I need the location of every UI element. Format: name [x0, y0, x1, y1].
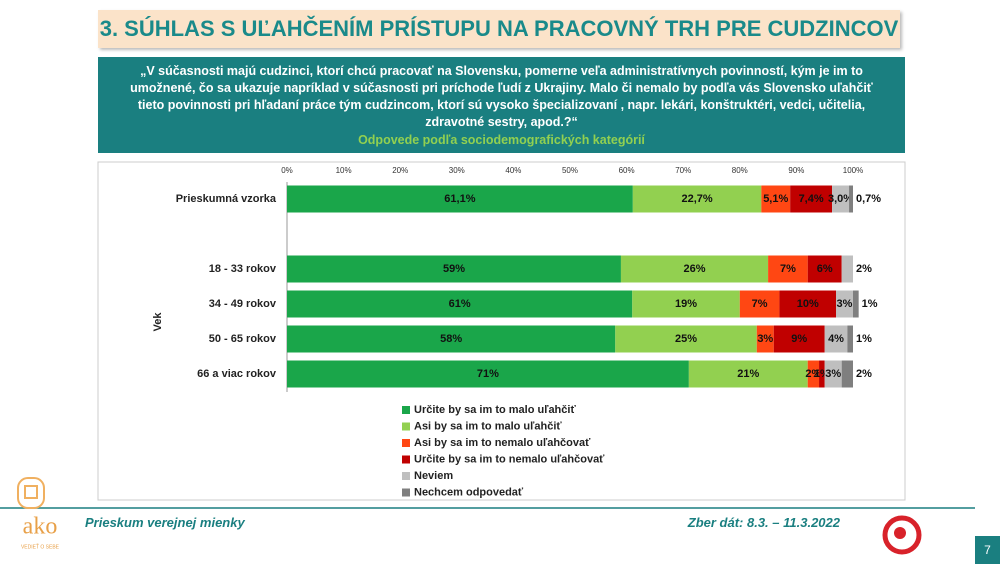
bar-segment [287, 290, 633, 318]
bar-segment [790, 185, 833, 213]
value-label: 2% [856, 368, 872, 380]
value-label: 7% [780, 263, 796, 275]
subtitle: Odpovede podľa sociodemografických kateg… [358, 133, 645, 147]
value-label: 6% [817, 263, 833, 275]
value-label: 1% [862, 298, 878, 310]
x-tick-label: 70% [675, 166, 691, 175]
bar-segment [836, 290, 853, 318]
bar-segment [832, 185, 850, 213]
group-label: Vek [152, 312, 164, 332]
value-label: 2% [805, 368, 821, 380]
bar-segment [847, 325, 853, 353]
value-label: 22,7% [681, 193, 712, 205]
value-label: 3% [837, 298, 853, 310]
footer-right: Zber dát: 8.3. – 11.3.2022 [687, 515, 840, 530]
x-tick-label: 40% [505, 166, 521, 175]
legend-swatch [402, 406, 410, 414]
bar-segment [756, 325, 774, 353]
value-label: 9% [791, 333, 807, 345]
bar-segment [824, 325, 848, 353]
bar-segment [688, 360, 808, 388]
value-label: 3% [825, 368, 841, 380]
legend-swatch [402, 472, 410, 480]
legend-label: Nechcem odpovedať [414, 486, 524, 498]
bar-segment [287, 185, 633, 213]
value-label: 1% [856, 333, 872, 345]
value-label: 0,7% [856, 193, 881, 205]
x-tick-label: 30% [449, 166, 465, 175]
x-tick-label: 60% [619, 166, 635, 175]
bar-segment [807, 255, 842, 283]
bar-segment [841, 255, 853, 283]
bar-segment [632, 185, 762, 213]
logo-subtext: VEDIEŤ O SEBE [21, 542, 60, 550]
value-label: 71% [477, 368, 499, 380]
bar-segment [632, 290, 740, 318]
footer-left: Prieskum verejnej mienky [85, 515, 245, 530]
legend-label: Asi by sa im to nemalo uľahčovať [414, 437, 591, 449]
bar-segment [287, 360, 689, 388]
bar-segment [739, 290, 780, 318]
y-tick-label: Prieskumná vzorka [176, 193, 277, 205]
value-label: 7,4% [799, 193, 824, 205]
ako-logo-icon [17, 477, 45, 509]
poll-logo [882, 515, 922, 555]
page-number: 7 [975, 536, 1000, 564]
legend-label: Neviem [414, 470, 453, 482]
value-label: 5,1% [763, 193, 788, 205]
legend-label: Určite by sa im to nemalo uľahčovať [414, 453, 605, 465]
value-label: 10% [797, 298, 819, 310]
y-tick-label: 18 - 33 rokov [209, 263, 277, 275]
legend-swatch [402, 422, 410, 431]
bar-segment [287, 325, 616, 353]
bar-segment [824, 360, 842, 388]
value-label: 26% [684, 263, 706, 275]
x-tick-label: 10% [336, 166, 352, 175]
bar-segment [768, 255, 808, 283]
x-tick-label: 50% [562, 166, 578, 175]
value-label: 25% [675, 333, 697, 345]
value-label: 3,0% [828, 193, 853, 205]
value-label: 59% [443, 263, 465, 275]
x-tick-label: 90% [788, 166, 804, 175]
legend-label: Asi by sa im to malo uľahčiť [414, 420, 562, 432]
legend-swatch [402, 455, 410, 464]
slide-title: 3. SÚHLAS S UĽAHČENÍM PRÍSTUPU NA PRACOV… [98, 10, 900, 48]
x-tick-label: 80% [732, 166, 748, 175]
value-label: 61,1% [444, 193, 475, 205]
bar-segment [761, 185, 791, 213]
x-tick-label: 20% [392, 166, 408, 175]
question-box: „V súčasnosti majú cudzinci, ktorí chcú … [98, 57, 905, 153]
value-label: 4% [828, 333, 844, 345]
x-tick-label: 100% [843, 166, 863, 175]
legend-swatch [402, 488, 410, 497]
legend-label: Určite by sa im to malo uľahčiť [414, 404, 576, 416]
bar-segment [779, 290, 837, 318]
value-label: 58% [440, 333, 462, 345]
value-label: 3% [757, 333, 773, 345]
logo-text: ako [23, 514, 58, 540]
value-label: 21% [737, 368, 759, 380]
x-tick-label: 0% [281, 166, 293, 175]
bar-segment [807, 360, 820, 388]
bar-segment [853, 290, 859, 318]
bar-segment [287, 255, 621, 283]
bar-segment [819, 360, 825, 388]
value-label: 7% [752, 298, 768, 310]
bar-segment [620, 255, 769, 283]
value-label: 2% [856, 263, 872, 275]
y-tick-label: 66 a viac rokov [197, 368, 277, 380]
bar-segment [773, 325, 825, 353]
y-tick-label: 50 - 65 rokov [209, 333, 277, 345]
bar-segment [849, 185, 853, 213]
legend-swatch [402, 439, 410, 447]
value-label: 61% [449, 298, 471, 310]
question-text: „V súčasnosti majú cudzinci, ktorí chcú … [130, 64, 873, 129]
value-label: 19% [675, 298, 697, 310]
bar-segment [841, 360, 853, 388]
y-tick-label: 34 - 49 rokov [209, 298, 277, 310]
bar-segment [615, 325, 757, 353]
